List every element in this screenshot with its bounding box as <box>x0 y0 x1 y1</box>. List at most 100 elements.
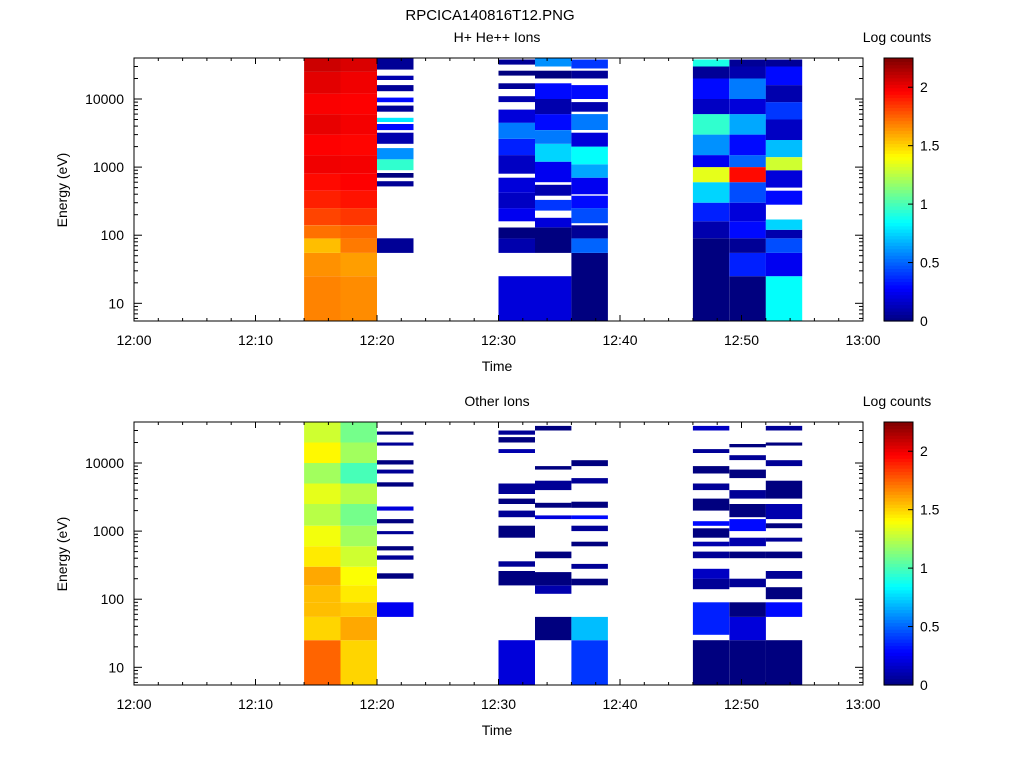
heatmap-cell <box>498 177 535 193</box>
heatmap-cell <box>765 157 803 171</box>
heatmap-cell <box>535 114 572 130</box>
panel-other-ions: Other Ions Log counts Time Energy (eV) 1… <box>54 393 940 738</box>
colorbar-tick-label: 2 <box>920 443 928 459</box>
heatmap-cell <box>377 531 414 535</box>
heatmap-cell <box>765 238 803 253</box>
heatmap-cell <box>692 425 730 431</box>
colorbar-segment <box>884 592 913 597</box>
heatmap-cell <box>377 442 414 446</box>
colorbar-segment <box>884 281 913 286</box>
colorbar-segment <box>884 274 913 279</box>
heatmap-cell <box>571 525 608 532</box>
colorbar-segment <box>884 169 913 174</box>
x-tick-label: 12:30 <box>481 696 516 712</box>
colorbar-segment <box>884 205 913 210</box>
heatmap-cell <box>765 537 803 542</box>
heatmap-cell <box>692 498 730 511</box>
x-tick-label: 13:00 <box>845 696 880 712</box>
y-tick-label: 10000 <box>85 91 124 107</box>
heatmap-cell <box>729 59 766 67</box>
heatmap-cell <box>692 483 730 491</box>
heatmap-cell <box>535 99 572 115</box>
heatmap-cell <box>765 140 803 158</box>
colorbar-segment <box>884 255 913 260</box>
x-tick-label: 12:10 <box>238 696 273 712</box>
colorbar-segment <box>884 271 913 276</box>
colorbar-segment <box>884 242 913 246</box>
colorbar-segment <box>884 533 913 538</box>
colorbar-segment <box>884 425 913 430</box>
colorbar-segment <box>884 87 913 92</box>
heatmap-cell <box>498 155 535 174</box>
y-tick-label: 10 <box>108 295 124 311</box>
heatmap-cell <box>535 58 572 67</box>
heatmap-cell <box>765 229 803 239</box>
heatmap-cell <box>571 114 608 130</box>
colorbar-segment <box>884 314 913 319</box>
heatmap-cell <box>304 442 341 463</box>
colorbar-segment <box>884 428 913 433</box>
heatmap-cell <box>535 199 572 211</box>
colorbar-segment <box>884 530 913 535</box>
heatmap-cell <box>692 551 730 559</box>
figure-title: RPCICA140816T12.PNG <box>405 7 574 24</box>
colorbar-segment <box>884 583 913 587</box>
heatmap-cell <box>535 184 572 196</box>
colorbar-segment <box>884 123 913 128</box>
colorbar-segment <box>884 81 913 85</box>
heatmap-cell <box>692 99 730 115</box>
colorbar-segment <box>884 219 913 223</box>
x-tick-label: 13:00 <box>845 332 880 348</box>
heatmap-cell <box>340 585 377 603</box>
colorbar: 0 0.5 1 1.5 2 <box>883 57 940 329</box>
heatmap-cell <box>729 221 766 239</box>
heatmap-cell <box>571 640 608 685</box>
heatmap-cell <box>571 225 608 239</box>
heatmap-cell <box>765 219 803 230</box>
heatmap-cell <box>498 449 535 453</box>
heatmap-cell <box>692 568 730 579</box>
heatmap-cell <box>498 571 535 586</box>
heatmap-cell <box>535 143 572 162</box>
colorbar-segment <box>884 228 913 233</box>
heatmap-cell <box>498 227 535 239</box>
heatmap-cell <box>729 252 766 277</box>
colorbar-tick-label: 0.5 <box>920 619 940 635</box>
colorbar-tick-label: 2 <box>920 79 928 95</box>
heatmap-cell <box>729 455 766 461</box>
heatmap-cell <box>692 66 730 79</box>
heatmap-cell <box>729 202 766 222</box>
colorbar-segment <box>884 232 913 237</box>
colorbar-segment <box>884 471 913 476</box>
colorbar-segment <box>884 560 913 564</box>
colorbar-segment <box>884 596 913 601</box>
colorbar-segment <box>884 655 913 660</box>
colorbar-segment <box>884 681 913 686</box>
colorbar-tick-label: 1.5 <box>920 138 940 154</box>
colorbar-segment <box>884 202 913 207</box>
colorbar-segment <box>884 435 913 440</box>
colorbar-segment <box>884 304 913 309</box>
colorbar-segment <box>884 196 913 200</box>
heatmap-cell <box>377 105 414 112</box>
heatmap-cell <box>377 482 414 487</box>
colorbar-segment <box>884 514 913 518</box>
heatmap-cell <box>765 523 803 529</box>
heatmap-cell <box>765 460 803 467</box>
heatmap-cell <box>692 78 730 99</box>
colorbar-border <box>883 57 914 322</box>
colorbar-segment <box>884 268 913 273</box>
colorbar-segment <box>884 84 913 89</box>
heatmap-cell <box>304 173 341 191</box>
heatmap-cell <box>498 430 535 435</box>
heatmap-cell <box>535 616 572 641</box>
heatmap-cell <box>377 238 414 253</box>
heatmap-cell <box>377 506 414 511</box>
colorbar-segment <box>884 143 913 148</box>
heatmap-cell <box>340 134 377 156</box>
heatmap-cell <box>535 502 572 508</box>
heatmap-cell <box>571 252 608 321</box>
heatmap-cell <box>765 480 803 499</box>
heatmap-cell <box>535 551 572 559</box>
colorbar-segment <box>884 146 913 151</box>
